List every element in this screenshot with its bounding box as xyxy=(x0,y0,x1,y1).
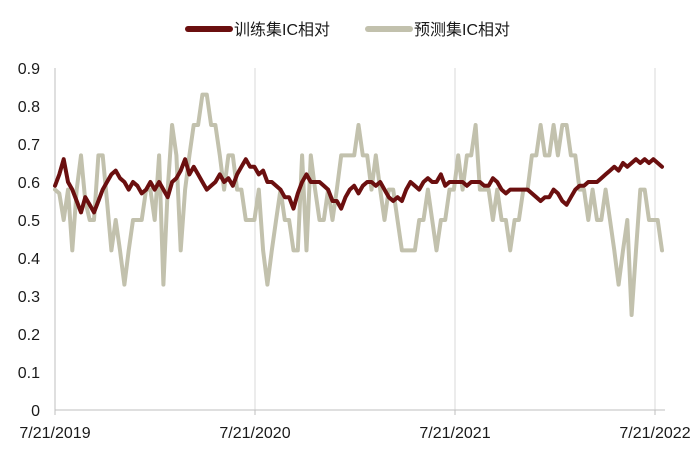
y-tick-label: 0.6 xyxy=(18,175,40,192)
y-tick-label: 0.4 xyxy=(18,251,40,268)
y-tick-label: 0.5 xyxy=(18,213,40,230)
series-line-train xyxy=(53,157,664,215)
y-tick-label: 0.1 xyxy=(18,365,40,382)
y-tick-label: 0.8 xyxy=(18,99,40,116)
y-tick-label: 0.7 xyxy=(18,137,40,154)
y-tick-label: 0.9 xyxy=(18,61,40,78)
legend-label-train: 训练集IC相对 xyxy=(234,21,330,39)
y-tick-label: 0.3 xyxy=(18,289,40,306)
x-tick-label: 7/21/2022 xyxy=(619,425,690,442)
x-axis: 7/21/2019 7/21/2020 7/21/2021 7/21/2022 xyxy=(19,409,691,442)
vertical-gridlines xyxy=(254,68,656,410)
series-line-test xyxy=(53,92,664,317)
series-layer xyxy=(53,92,664,317)
x-tick-label: 7/21/2021 xyxy=(419,425,490,442)
legend: 训练集IC相对 预测集IC相对 xyxy=(185,21,510,39)
x-tick-label: 7/21/2019 xyxy=(19,425,90,442)
x-tick-label: 7/21/2020 xyxy=(219,425,290,442)
y-tick-label: 0.2 xyxy=(18,327,40,344)
legend-label-test: 预测集IC相对 xyxy=(414,21,510,39)
y-axis: 0 0.1 0.2 0.3 0.4 0.5 0.6 0.7 0.8 0.9 xyxy=(18,61,56,420)
y-tick-label: 0 xyxy=(31,403,40,420)
